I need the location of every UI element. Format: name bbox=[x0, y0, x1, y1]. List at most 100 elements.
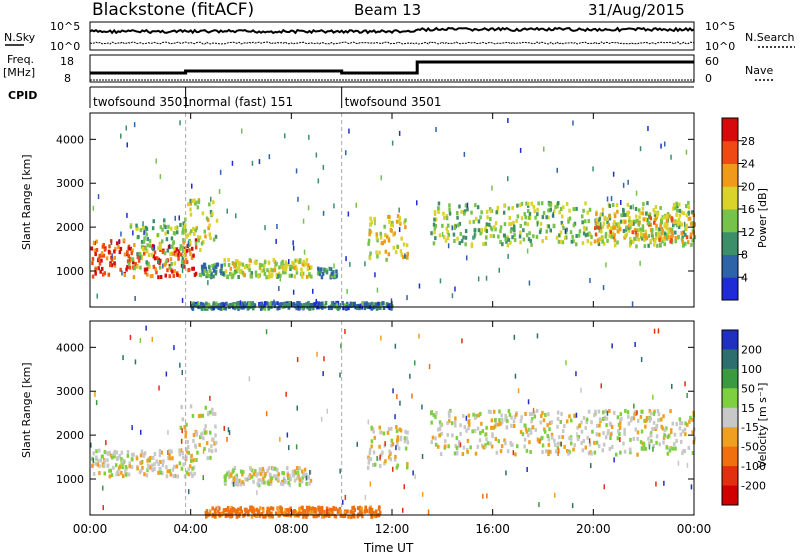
power-cell bbox=[639, 146, 642, 152]
velocity-cell bbox=[371, 511, 374, 515]
velocity-cell bbox=[308, 481, 311, 486]
power-cell bbox=[626, 210, 629, 215]
power-cell bbox=[167, 224, 170, 229]
power-cell bbox=[549, 228, 552, 233]
power-cell bbox=[205, 301, 208, 306]
power-cell bbox=[221, 271, 225, 276]
power-cell bbox=[162, 263, 164, 269]
power-cell bbox=[676, 208, 679, 213]
power-cell bbox=[294, 258, 297, 263]
velocity-cell bbox=[372, 429, 375, 434]
velocity-cell bbox=[303, 467, 307, 472]
power-cell bbox=[433, 226, 437, 231]
velocity-cell bbox=[438, 433, 441, 438]
power-cell bbox=[607, 222, 611, 227]
velocity-cell bbox=[191, 466, 194, 471]
velocity-cell bbox=[585, 420, 588, 425]
velocity-cell bbox=[524, 427, 528, 432]
velocity-cell bbox=[296, 405, 298, 411]
velocity-cell bbox=[235, 479, 238, 484]
power-cell bbox=[639, 232, 643, 236]
velocity-cell bbox=[467, 426, 470, 431]
velocity-cell bbox=[328, 507, 332, 512]
power-cell bbox=[245, 263, 248, 268]
velocity-cell bbox=[209, 410, 212, 415]
velocity-cell bbox=[533, 414, 537, 419]
power-cell bbox=[485, 235, 488, 240]
power-cell bbox=[284, 270, 287, 275]
velocity-colorbar-label: Velocity [m s⁻¹] bbox=[756, 383, 769, 468]
power-cell bbox=[582, 225, 586, 230]
power-cell bbox=[480, 210, 483, 215]
velocity-cell bbox=[227, 505, 230, 510]
velocity-cell bbox=[439, 452, 443, 457]
power-cell bbox=[456, 211, 459, 215]
power-cell bbox=[676, 222, 680, 227]
velocity-cell bbox=[201, 431, 204, 436]
power-cell bbox=[318, 272, 322, 277]
power-cell bbox=[588, 207, 592, 212]
velocity-cell bbox=[513, 424, 516, 428]
velocity-cell bbox=[603, 415, 606, 420]
power-cell bbox=[308, 272, 311, 277]
velocity-cell bbox=[580, 420, 583, 425]
velocity-cell bbox=[136, 466, 139, 471]
power-cell bbox=[635, 214, 638, 219]
power-cell bbox=[489, 233, 493, 238]
velocity-cell bbox=[188, 464, 192, 469]
velocity-cell bbox=[657, 418, 660, 423]
velocity-cell bbox=[605, 416, 609, 421]
power-cell bbox=[643, 234, 646, 239]
velocity-cell bbox=[364, 494, 367, 500]
velocity-cell bbox=[224, 477, 227, 482]
velocity-cell bbox=[485, 425, 488, 430]
power-cell bbox=[459, 231, 462, 236]
power-cell bbox=[630, 239, 633, 244]
power-cell bbox=[447, 232, 450, 237]
power-cell bbox=[214, 269, 218, 274]
velocity-cell bbox=[127, 472, 131, 477]
velocity-cell bbox=[190, 459, 193, 463]
velocity-cell bbox=[665, 445, 669, 450]
power-cell bbox=[322, 164, 325, 170]
velocity-cell bbox=[271, 466, 275, 471]
velocity-cell bbox=[395, 425, 398, 429]
velocity-cell bbox=[525, 429, 529, 434]
cpid-segment-label: normal (fast) 151 bbox=[189, 95, 293, 109]
power-cell bbox=[457, 223, 460, 228]
velocity-colorbar-tick-label: 200 bbox=[741, 343, 762, 356]
power-cell bbox=[522, 228, 525, 233]
power-cell bbox=[527, 237, 531, 242]
velocity-cell bbox=[609, 422, 613, 427]
power-cell bbox=[595, 220, 598, 225]
power-cell bbox=[503, 222, 507, 227]
velocity-cell bbox=[499, 421, 502, 426]
noise-panel: N.Sky 10^5 10^0 10^5 10^0 N.Search bbox=[4, 20, 795, 53]
velocity-cell bbox=[514, 452, 517, 457]
velocity-cell bbox=[223, 480, 227, 485]
power-cell bbox=[474, 203, 477, 208]
power-cell bbox=[220, 267, 223, 272]
power-cell bbox=[320, 267, 323, 272]
power-cell bbox=[661, 239, 664, 244]
power-cell bbox=[675, 201, 678, 206]
power-cell bbox=[291, 260, 294, 265]
velocity-cell bbox=[450, 421, 454, 426]
velocity-cell bbox=[629, 437, 632, 442]
power-cell bbox=[92, 240, 96, 245]
power-cell bbox=[499, 225, 503, 230]
velocity-cell bbox=[95, 455, 98, 460]
velocity-cell bbox=[109, 468, 112, 473]
power-cell bbox=[512, 220, 515, 225]
velocity-cell bbox=[117, 469, 120, 474]
velocity-cell bbox=[262, 469, 265, 474]
power-cell bbox=[91, 261, 94, 266]
power-cell bbox=[278, 305, 281, 310]
velocity-cell bbox=[418, 333, 420, 339]
power-cell bbox=[145, 267, 149, 272]
velocity-cell bbox=[353, 508, 357, 512]
power-cell bbox=[435, 127, 437, 132]
velocity-cell bbox=[250, 474, 254, 479]
velocity-cell bbox=[430, 440, 433, 445]
power-cell bbox=[361, 301, 364, 306]
